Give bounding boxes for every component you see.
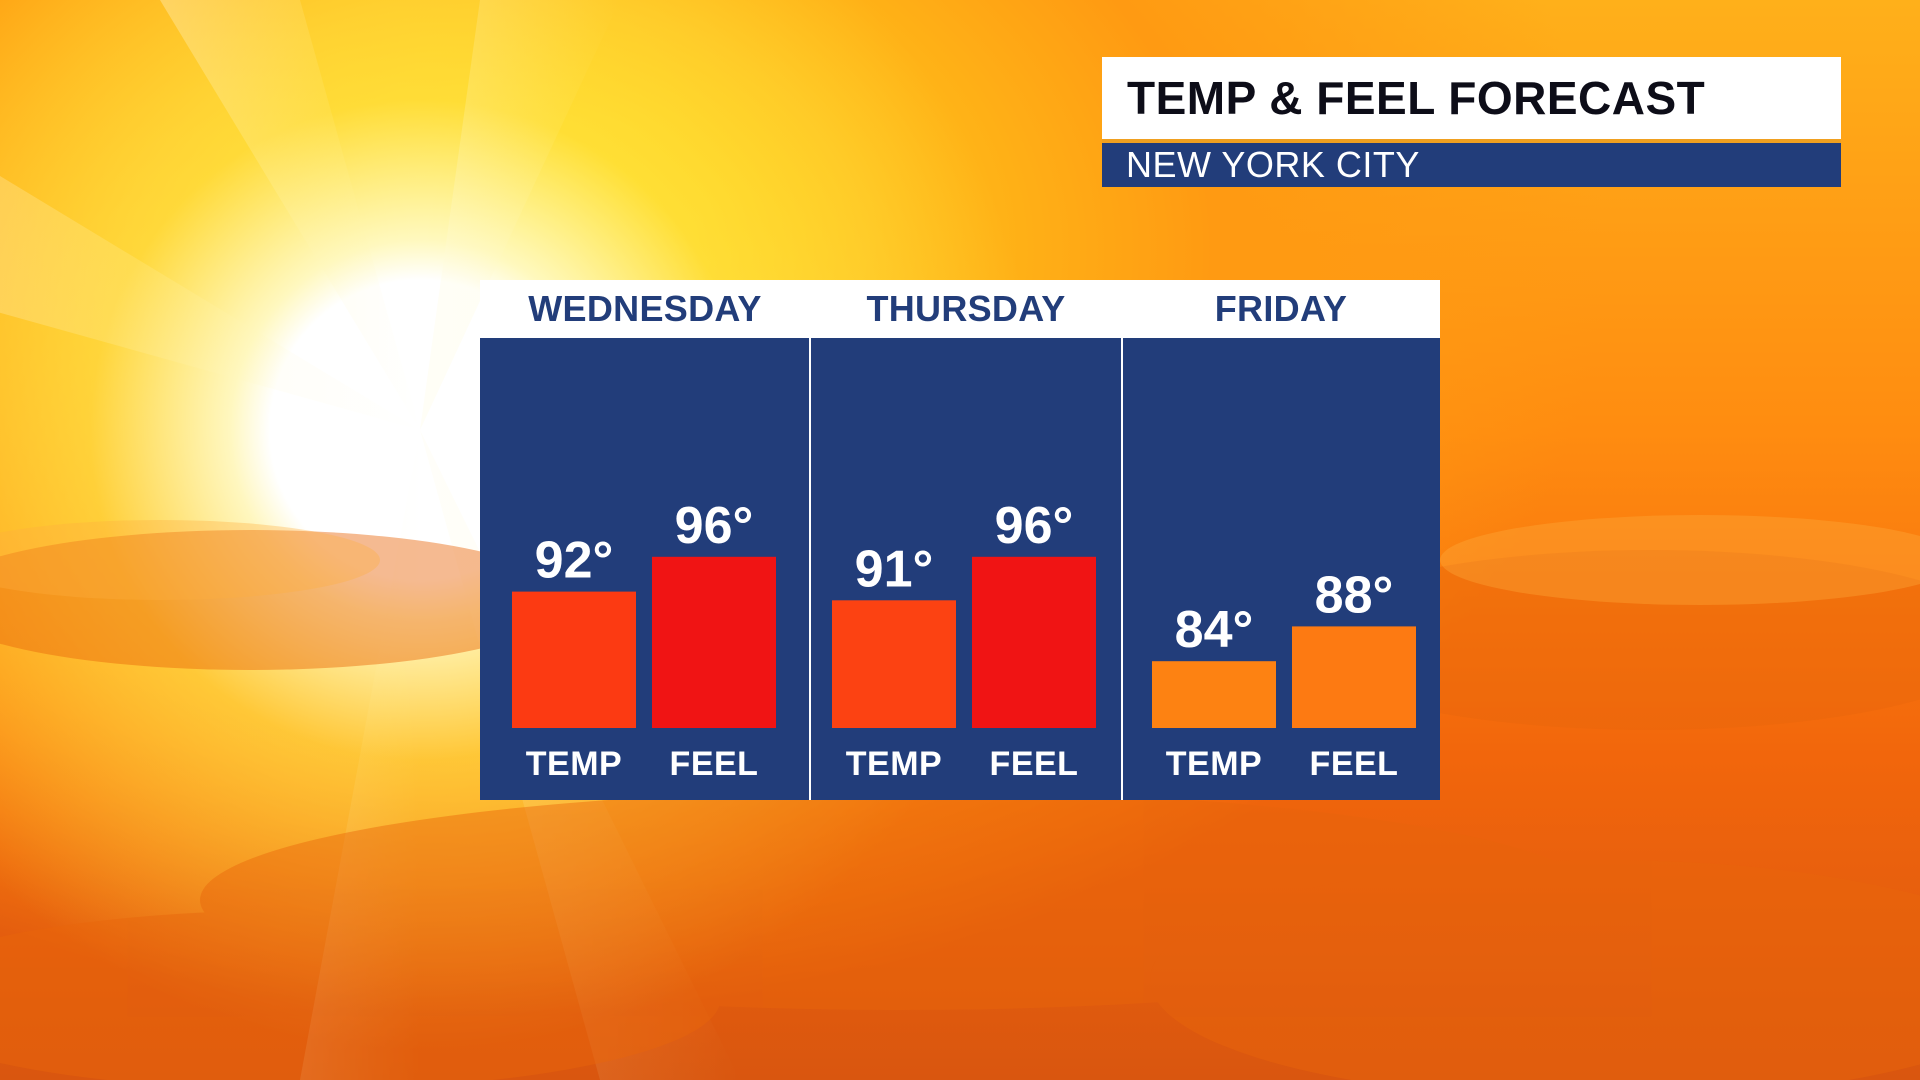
bar-thursday-temp	[832, 600, 956, 728]
subtitle-bar: NEW YORK CITY	[1102, 143, 1841, 187]
bar-wednesday-feel	[652, 556, 776, 728]
value-label: 92°	[535, 532, 614, 590]
value-label: 88°	[1315, 566, 1394, 624]
value-label: 96°	[675, 497, 754, 555]
category-label: FEEL	[1310, 745, 1399, 783]
bar-wednesday-temp	[512, 591, 636, 728]
category-label: TEMP	[846, 745, 942, 783]
day-label-wednesday: WEDNESDAY	[528, 288, 762, 329]
title-box: TEMP & FEEL FORECAST NEW YORK CITY	[1102, 57, 1841, 187]
value-label: 84°	[1175, 601, 1254, 659]
day-header: WEDNESDAY THURSDAY FRIDAY	[480, 280, 1440, 338]
forecast-chart-panel: WEDNESDAY THURSDAY FRIDAY 92° TEMP 96° FEEL…	[480, 280, 1440, 800]
location-subtitle: NEW YORK CITY	[1126, 144, 1420, 185]
bar-chart: 92° TEMP 96° FEEL 91° TEMP 96° FEEL 84° TEMP 88° FE…	[512, 338, 1416, 800]
chart-body: 92° TEMP 96° FEEL 91° TEMP 96° FEEL 84° TEMP 88° FE…	[480, 338, 1440, 800]
chart-title: TEMP & FEEL FORECAST	[1127, 72, 1706, 124]
category-label: FEEL	[990, 745, 1079, 783]
bar-thursday-feel	[972, 556, 1096, 728]
bar-friday-feel	[1292, 626, 1416, 728]
category-label: FEEL	[670, 745, 759, 783]
day-label-thursday: THURSDAY	[866, 288, 1066, 329]
title-bar: TEMP & FEEL FORECAST	[1102, 57, 1841, 143]
bar-friday-temp	[1152, 661, 1276, 728]
value-label: 91°	[855, 540, 934, 598]
category-label: TEMP	[526, 745, 622, 783]
category-label: TEMP	[1166, 745, 1262, 783]
day-label-friday: FRIDAY	[1214, 288, 1348, 329]
value-label: 96°	[995, 497, 1074, 555]
